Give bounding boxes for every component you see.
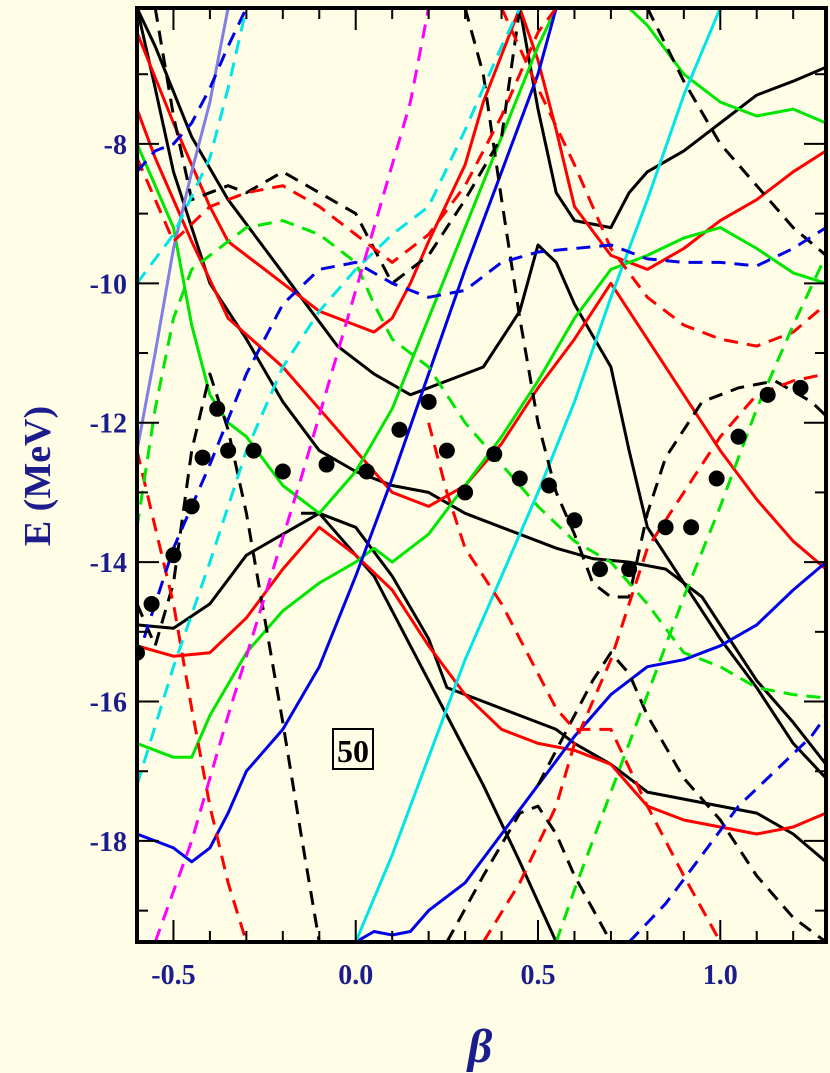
data-point-2: [143, 595, 160, 612]
series-line-31: [137, 226, 826, 661]
y-axis-title: E (MeV): [17, 406, 59, 546]
data-point-20: [591, 561, 608, 578]
data-point-23: [683, 519, 700, 536]
series-line-9: [518, 8, 826, 271]
data-point-3: [165, 547, 182, 564]
y-tick-label: -14: [90, 548, 127, 579]
data-point-27: [792, 379, 809, 396]
data-point-11: [358, 463, 375, 480]
series-line-24: [137, 450, 248, 942]
data-point-13: [420, 393, 437, 410]
series-line-17: [153, 8, 522, 285]
series-line-11: [137, 226, 826, 759]
data-point-19: [566, 512, 583, 529]
series-line-34: [137, 8, 522, 786]
x-tick-label: -0.5: [151, 960, 195, 991]
series-line-27: [500, 8, 826, 348]
series-line-15: [354, 8, 722, 942]
series-line-7: [137, 108, 826, 571]
series-line-20: [445, 804, 613, 942]
series-line-12: [628, 8, 826, 125]
data-point-6: [209, 400, 226, 417]
series-line-21: [536, 651, 826, 942]
marker-layer: [137, 379, 809, 661]
x-tick-labels: -0.5 0.0 0.5 1.0: [151, 960, 737, 991]
data-point-5: [194, 449, 211, 466]
annotation-label: 50: [337, 733, 369, 769]
plot-frame: [135, 6, 828, 944]
series-line-3: [137, 511, 826, 863]
series-layer: [137, 8, 826, 942]
series-line-16: [137, 8, 230, 451]
series-line-13: [137, 8, 558, 864]
series-line-35: [153, 8, 431, 942]
data-point-9: [274, 463, 291, 480]
data-point-26: [759, 386, 776, 403]
y-tick-label: -12: [90, 409, 127, 440]
series-line-33: [137, 8, 248, 285]
data-point-22: [657, 519, 674, 536]
series-line-18: [137, 372, 321, 942]
data-point-12: [391, 421, 408, 438]
series-line-10: [137, 8, 558, 515]
x-tick-label: 0.5: [521, 960, 556, 991]
data-point-10: [318, 456, 335, 473]
data-point-21: [621, 561, 638, 578]
series-line-23: [137, 8, 558, 264]
series-line-29: [554, 254, 826, 942]
data-point-17: [511, 470, 528, 487]
data-point-18: [540, 477, 557, 494]
data-point-15: [457, 484, 474, 501]
x-tick-label: 0.0: [338, 960, 373, 991]
y-tick-label: -18: [90, 827, 127, 858]
data-point-4: [183, 498, 200, 515]
y-tick-label: -8: [104, 130, 127, 161]
annotation-box: 50: [332, 728, 374, 770]
y-tick-labels: -8 -10 -12 -14 -16 -18: [90, 130, 127, 858]
series-line-2: [137, 8, 826, 766]
series-line-28: [137, 219, 826, 700]
series-line-5: [518, 8, 826, 230]
series-line-25: [427, 422, 722, 942]
series-line-30: [137, 8, 248, 173]
series-line-6: [137, 8, 522, 334]
data-point-7: [220, 442, 237, 459]
y-tick-label: -10: [90, 269, 127, 300]
data-point-16: [486, 446, 503, 463]
data-point-24: [708, 470, 725, 487]
x-tick-label: 1.0: [703, 960, 738, 991]
series-line-14: [354, 560, 826, 942]
y-tick-label: -16: [90, 688, 127, 719]
x-axis-title: β: [466, 1020, 493, 1073]
series-line-8: [137, 525, 826, 836]
series-line-32: [628, 714, 826, 942]
data-point-8: [245, 442, 262, 459]
data-point-14: [438, 442, 455, 459]
data-point-25: [730, 428, 747, 445]
